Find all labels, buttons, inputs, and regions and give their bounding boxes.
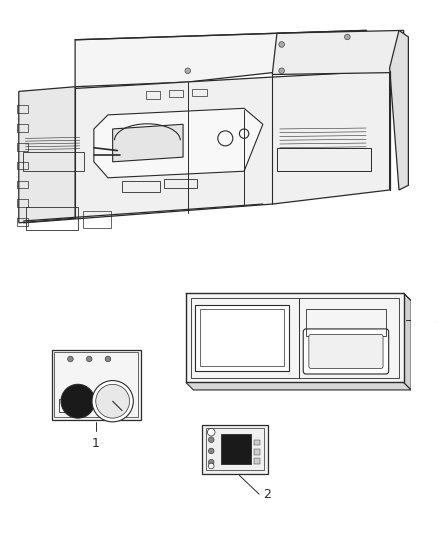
Circle shape (279, 68, 284, 74)
Circle shape (96, 384, 130, 418)
Bar (54, 352, 138, 417)
Circle shape (86, 356, 92, 362)
Polygon shape (19, 87, 75, 223)
Polygon shape (390, 30, 408, 190)
Bar (17, 218, 28, 225)
Bar (17, 162, 28, 169)
Circle shape (92, 381, 133, 422)
Bar (59, 399, 83, 413)
Bar (122, 181, 159, 192)
Circle shape (105, 356, 111, 362)
Bar (83, 211, 111, 228)
Bar (254, 440, 260, 446)
Polygon shape (94, 108, 263, 178)
Circle shape (67, 356, 73, 362)
Bar (200, 309, 284, 367)
Polygon shape (272, 30, 404, 75)
Circle shape (61, 384, 95, 418)
Circle shape (345, 34, 350, 40)
Bar (186, 293, 404, 383)
FancyBboxPatch shape (309, 335, 383, 368)
Bar (254, 449, 260, 455)
Polygon shape (24, 71, 390, 223)
Circle shape (279, 42, 284, 47)
Bar (17, 199, 28, 207)
Circle shape (185, 68, 191, 74)
Bar (17, 106, 28, 113)
Bar (192, 88, 207, 96)
Bar (205, 429, 264, 470)
Circle shape (208, 448, 214, 454)
Circle shape (208, 463, 214, 469)
Bar (24, 152, 85, 171)
Bar (221, 434, 251, 464)
Bar (164, 179, 197, 188)
Bar (254, 458, 260, 464)
Polygon shape (186, 383, 411, 390)
Bar (26, 207, 78, 230)
Bar (202, 425, 268, 473)
Bar (17, 124, 28, 132)
FancyBboxPatch shape (303, 329, 389, 374)
Polygon shape (75, 30, 390, 87)
Bar (195, 304, 289, 371)
Bar (191, 298, 399, 378)
Circle shape (208, 459, 214, 465)
Bar (306, 309, 386, 336)
Bar (17, 181, 28, 188)
Bar (169, 90, 183, 97)
Polygon shape (404, 293, 411, 390)
Polygon shape (113, 124, 183, 162)
Bar (277, 148, 371, 171)
Text: 1: 1 (92, 437, 100, 450)
Circle shape (208, 429, 215, 436)
Text: 3: 3 (436, 313, 438, 326)
Bar (52, 350, 141, 420)
Circle shape (208, 437, 214, 442)
Bar (145, 92, 159, 99)
Bar (17, 143, 28, 150)
Text: 2: 2 (263, 488, 271, 500)
Circle shape (85, 406, 90, 411)
